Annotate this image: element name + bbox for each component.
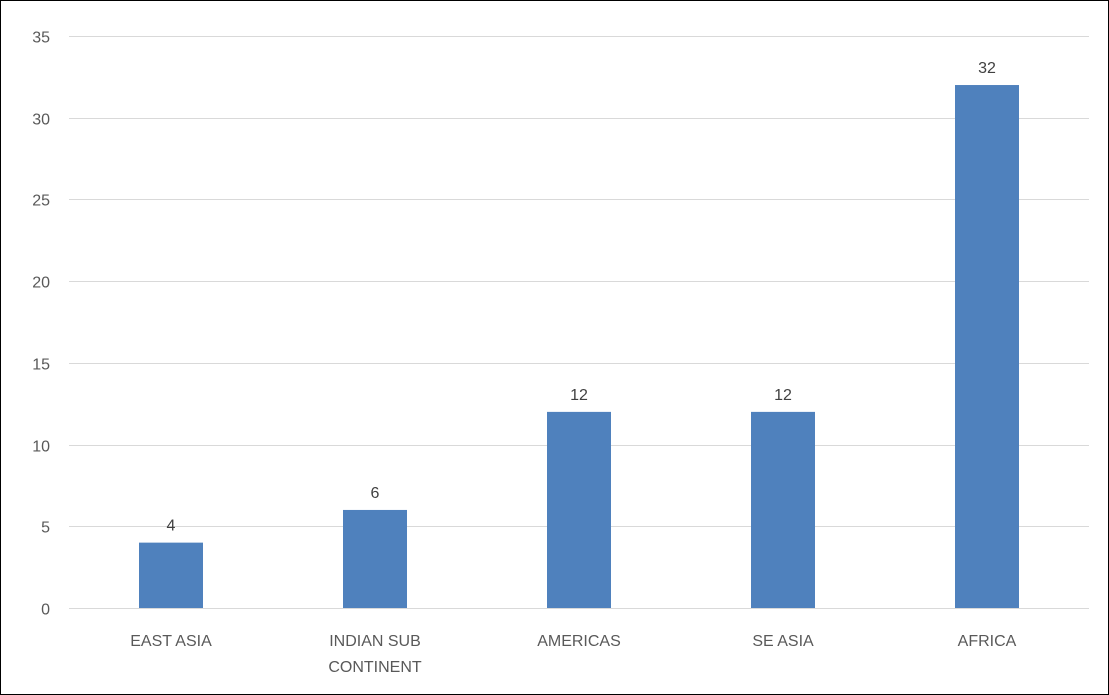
category-label-line: INDIAN SUB xyxy=(329,633,421,650)
y-tick-label-10: 10 xyxy=(32,439,50,456)
category-label-line: AMERICAS xyxy=(537,633,621,650)
category-label-line: CONTINENT xyxy=(328,659,422,676)
y-tick-label-30: 30 xyxy=(32,112,50,129)
y-axis-tick-labels: 0 5 10 15 20 25 30 35 xyxy=(32,30,50,619)
bar-indian-sub-continent xyxy=(343,509,407,608)
bars xyxy=(139,85,1019,609)
bar-se-asia xyxy=(751,411,815,608)
data-label-east-asia: 4 xyxy=(167,518,176,535)
bar-americas xyxy=(547,411,611,608)
data-label-se-asia: 12 xyxy=(774,387,792,404)
category-label-se-asia: SE ASIA xyxy=(752,633,814,650)
data-labels: 4 6 12 12 32 xyxy=(167,60,996,535)
data-label-indian-sub-continent: 6 xyxy=(371,485,380,502)
y-tick-label-5: 5 xyxy=(41,520,50,537)
data-label-americas: 12 xyxy=(570,387,588,404)
y-tick-label-15: 15 xyxy=(32,357,50,374)
y-tick-label-35: 35 xyxy=(32,30,50,47)
category-label-line: SE ASIA xyxy=(752,633,814,650)
y-tick-label-20: 20 xyxy=(32,275,50,292)
y-tick-label-0: 0 xyxy=(41,602,50,619)
category-label-east-asia: EAST ASIA xyxy=(130,633,212,650)
category-label-africa: AFRICA xyxy=(958,633,1017,650)
x-axis-category-labels: EAST ASIA INDIAN SUB CONTINENT AMERICAS SE A… xyxy=(130,633,1016,676)
y-tick-label-25: 25 xyxy=(32,193,50,210)
gridlines xyxy=(69,36,1089,609)
category-label-indian-sub-continent: INDIAN SUB CONTINENT xyxy=(328,633,422,676)
bar-africa xyxy=(955,85,1019,609)
data-label-africa: 32 xyxy=(978,60,996,77)
category-label-line: AFRICA xyxy=(958,633,1017,650)
bar-east-asia xyxy=(139,542,203,608)
category-label-americas: AMERICAS xyxy=(537,633,621,650)
category-label-line: EAST ASIA xyxy=(130,633,212,650)
